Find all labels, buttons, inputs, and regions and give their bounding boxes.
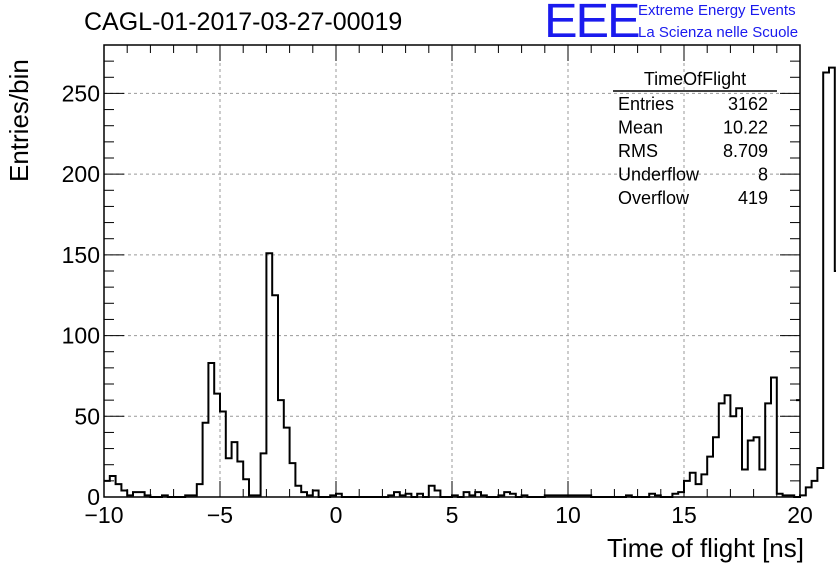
histogram-bin xyxy=(817,468,823,497)
histogram-bin xyxy=(719,403,725,497)
histogram-bin xyxy=(266,253,272,497)
histogram-bin xyxy=(313,491,319,497)
x-tick-label: 15 xyxy=(671,502,697,528)
stats-row-value: 8.709 xyxy=(723,141,768,161)
histogram-bin xyxy=(290,463,296,497)
stats-row-value: 419 xyxy=(738,188,768,208)
histogram-bin xyxy=(759,470,765,497)
histogram-bin xyxy=(806,487,812,497)
histogram-bin xyxy=(261,453,267,497)
histogram-bin xyxy=(800,495,806,497)
stats-box: TimeOfFlight Entries 3162 Mean 10.22 RMS 8.709… xyxy=(613,69,777,208)
y-tick-label: 150 xyxy=(62,242,100,268)
histogram-bin xyxy=(116,484,122,497)
eee-logo-mark: EEE xyxy=(544,0,641,48)
stats-row-label: Overflow xyxy=(618,188,690,208)
histogram-bin xyxy=(435,491,441,497)
histogram-bin xyxy=(243,479,249,497)
histogram-bin xyxy=(730,416,736,497)
histogram-bin xyxy=(765,403,771,497)
logo-line-2: La Scienza nelle Scuole xyxy=(638,24,799,41)
histogram-bin xyxy=(278,400,284,497)
grid-lines xyxy=(104,45,800,497)
histogram-bin xyxy=(272,295,278,497)
histogram-bin xyxy=(232,442,238,497)
histogram-bin xyxy=(725,395,731,497)
histogram-bin xyxy=(701,474,707,497)
stats-row-label: RMS xyxy=(618,141,658,161)
histogram-bin xyxy=(197,484,203,497)
x-tick-label: 20 xyxy=(787,502,813,528)
stats-row-value: 8 xyxy=(758,165,768,185)
histogram-bin xyxy=(226,458,232,497)
x-tick-label: 5 xyxy=(446,502,459,528)
x-tick-label: −10 xyxy=(84,502,123,528)
x-tick-label: −5 xyxy=(207,502,233,528)
histogram-bin xyxy=(237,461,243,497)
logo-line-1: Extreme Energy Events xyxy=(638,2,796,19)
y-tick-label: 200 xyxy=(62,161,100,187)
histogram-bin xyxy=(823,72,829,497)
histogram-bin xyxy=(110,476,116,497)
eee-logo: EEE Extreme Energy Events La Scienza nel… xyxy=(544,0,834,48)
histogram-bin xyxy=(203,423,209,497)
histogram-bin xyxy=(208,363,214,497)
histogram-bin xyxy=(812,481,818,497)
histogram-bin xyxy=(684,481,690,497)
stats-row-value: 10.22 xyxy=(723,118,768,138)
x-axis-label: Time of flight [ns] xyxy=(607,533,804,563)
y-tick-label: 250 xyxy=(62,80,100,106)
x-tick-label: 10 xyxy=(555,502,581,528)
stats-row-label: Underflow xyxy=(618,165,700,185)
histogram-bin xyxy=(707,457,713,497)
histogram-bin xyxy=(748,441,754,498)
y-axis-label: Entries/bin xyxy=(4,59,34,182)
x-tick-label: 0 xyxy=(330,502,343,528)
histogram-bin xyxy=(829,68,835,497)
y-tick-label: 50 xyxy=(74,403,100,429)
histogram-bin xyxy=(104,481,110,497)
histogram-outline xyxy=(104,66,836,498)
histogram-bin xyxy=(121,491,127,497)
histogram-bin xyxy=(690,473,696,497)
histogram-bin xyxy=(295,486,301,497)
histogram-bin xyxy=(713,437,719,497)
histogram-bin xyxy=(754,437,760,497)
stats-row-label: Mean xyxy=(618,118,663,138)
stats-title: TimeOfFlight xyxy=(644,69,746,89)
histogram-bin xyxy=(214,394,220,497)
histogram-bin xyxy=(220,411,226,497)
chart-title: CAGL-01-2017-03-27-00019 xyxy=(84,8,403,36)
stats-row-value: 3162 xyxy=(728,94,768,114)
axis-ticks xyxy=(103,44,801,498)
histogram-bin xyxy=(742,470,748,497)
y-tick-label: 0 xyxy=(87,484,100,510)
y-tick-label: 100 xyxy=(62,323,100,349)
histogram-bin xyxy=(284,428,290,497)
histogram-bin xyxy=(771,378,777,497)
histogram-bin xyxy=(736,408,742,497)
histogram-bin xyxy=(429,486,435,497)
histogram-bin xyxy=(696,484,702,497)
stats-row-label: Entries xyxy=(618,94,674,114)
